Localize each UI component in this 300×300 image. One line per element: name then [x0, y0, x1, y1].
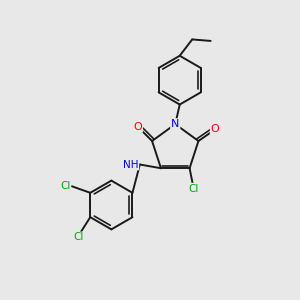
- Text: Cl: Cl: [60, 181, 70, 191]
- Text: Cl: Cl: [74, 232, 84, 242]
- Text: NH: NH: [123, 160, 138, 170]
- Text: N: N: [171, 119, 179, 129]
- Text: Cl: Cl: [188, 184, 199, 194]
- Text: O: O: [211, 124, 219, 134]
- Text: O: O: [134, 122, 142, 132]
